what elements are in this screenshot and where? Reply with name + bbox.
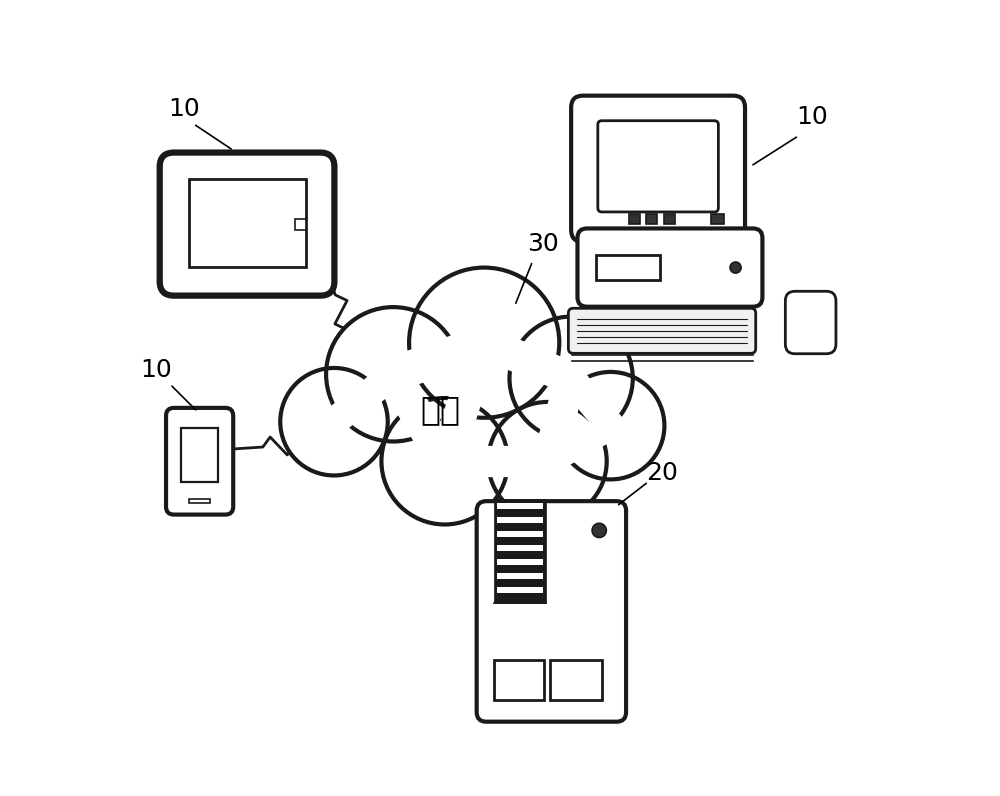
Circle shape [409,267,559,418]
Bar [497,503,543,509]
Bar [629,214,640,224]
FancyBboxPatch shape [785,291,836,353]
Text: 30: 30 [528,232,559,256]
Circle shape [730,262,741,273]
Bar [497,531,543,537]
FancyBboxPatch shape [598,121,718,212]
Text: 10: 10 [796,105,828,130]
FancyBboxPatch shape [577,228,762,306]
Bar [497,587,543,593]
Circle shape [280,368,388,475]
Bar [189,179,306,267]
FancyBboxPatch shape [160,153,334,295]
Circle shape [326,307,460,442]
Bar [189,499,210,503]
Bar [295,219,306,229]
Bar [497,517,543,523]
Text: 20: 20 [646,461,678,485]
Circle shape [381,398,508,525]
FancyBboxPatch shape [477,501,626,722]
Bar [497,559,543,565]
Bar [596,256,660,280]
Bar [711,214,724,224]
Circle shape [557,372,664,479]
Bar [181,427,218,482]
Text: 10: 10 [140,358,172,382]
Bar [646,214,657,224]
Bar [497,544,543,551]
Circle shape [592,523,606,537]
Text: 网络: 网络 [421,393,461,427]
Bar [494,498,546,603]
Text: 10: 10 [168,97,200,122]
Bar [497,572,543,579]
Bar [664,214,675,224]
FancyBboxPatch shape [571,96,745,242]
Circle shape [488,402,607,521]
Bar [494,660,544,700]
Polygon shape [638,230,678,248]
Circle shape [509,317,633,440]
FancyBboxPatch shape [166,408,233,514]
FancyBboxPatch shape [568,308,756,353]
Bar [550,660,602,700]
